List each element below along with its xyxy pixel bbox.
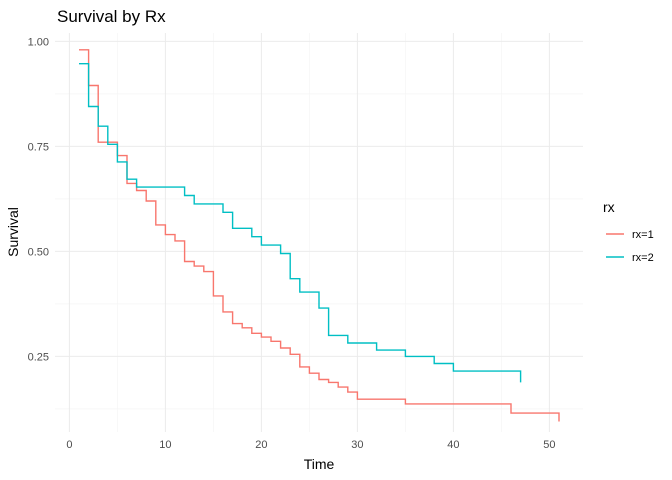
x-axis-title: Time: [304, 456, 335, 472]
y-axis-title: Survival: [5, 207, 21, 257]
chart-title: Survival by Rx: [57, 7, 166, 26]
x-tick-label: 10: [159, 439, 171, 451]
y-axis-ticks: 0.25 0.50 0.75 1.00: [28, 36, 49, 363]
legend: rx rx=1 rx=2: [603, 199, 654, 264]
series-lines: [79, 49, 560, 422]
x-axis-ticks: 0 10 20 30 40 50: [66, 439, 555, 451]
y-tick-label: 0.25: [28, 351, 49, 363]
x-tick-label: 40: [447, 439, 459, 451]
legend-title: rx: [603, 199, 615, 215]
x-tick-label: 50: [543, 439, 555, 451]
legend-label-rx2: rx=2: [632, 252, 654, 264]
x-tick-label: 0: [66, 439, 72, 451]
survival-curve-rx2: [79, 63, 522, 383]
y-tick-label: 0.75: [28, 141, 49, 153]
y-tick-label: 1.00: [28, 36, 49, 48]
legend-label-rx1: rx=1: [632, 229, 654, 241]
x-tick-label: 30: [351, 439, 363, 451]
y-tick-label: 0.50: [28, 246, 49, 258]
x-tick-label: 20: [255, 439, 267, 451]
